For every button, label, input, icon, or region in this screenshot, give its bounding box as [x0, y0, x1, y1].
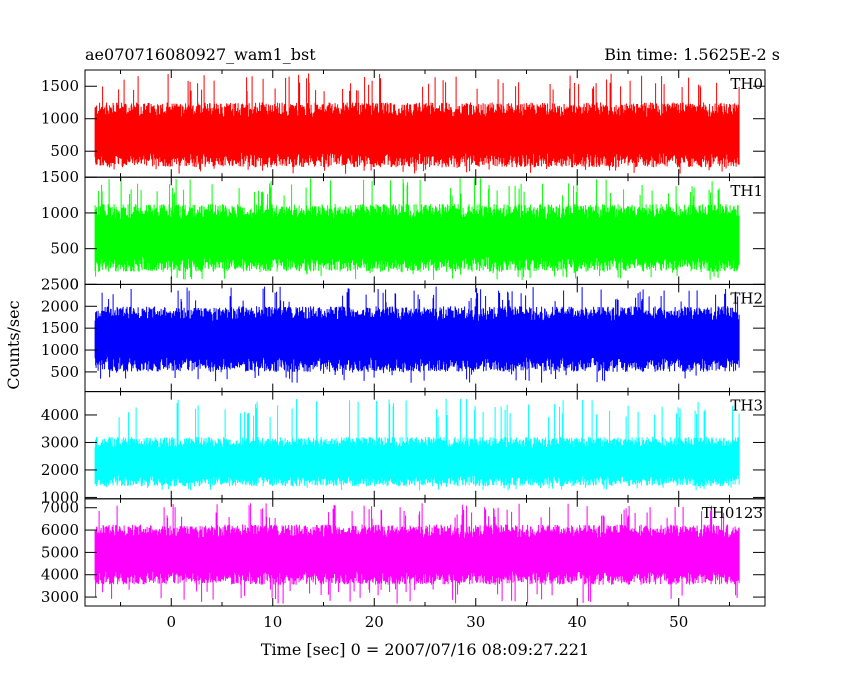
y-tick-label: 2000: [41, 461, 79, 479]
y-tick-label: 5000: [41, 543, 79, 561]
panel-label: TH0123: [702, 504, 763, 522]
x-tick-label: 30: [466, 613, 485, 631]
panel-th1: 0 500 1000 1500 TH1: [41, 168, 766, 293]
panel-label: TH1: [730, 182, 763, 200]
panel-th0: 500 1000 1500 TH0: [41, 69, 766, 178]
y-axis-label: Counts/sec: [4, 300, 23, 389]
panel-label: TH2: [730, 289, 763, 307]
x-tick-label: 20: [365, 613, 384, 631]
y-tick-label: 1000: [41, 110, 79, 128]
y-tick-label: 500: [50, 363, 79, 381]
x-tick-label: 0: [166, 613, 176, 631]
x-tick-label: 10: [263, 613, 282, 631]
y-tick-label: 1500: [41, 77, 79, 95]
panel-label: TH3: [730, 397, 763, 415]
y-tick-label: 4000: [41, 566, 79, 584]
y-tick-label: 4000: [41, 406, 79, 424]
y-tick-label: 1500: [41, 168, 79, 186]
x-axis-label: Time [sec] 0 = 2007/07/16 08:09:27.221: [261, 640, 589, 659]
y-tick-label: 3000: [41, 588, 79, 606]
series-trace-th3: [94, 398, 740, 491]
y-tick-label: 2500: [41, 275, 79, 293]
y-tick-label: 6000: [41, 521, 79, 539]
series-trace-th0: [94, 73, 740, 174]
y-tick-label: 2000: [41, 297, 79, 315]
y-tick-label: 500: [50, 142, 79, 160]
panel-th3: 1000 2000 3000 4000 TH3: [41, 391, 766, 506]
figure-title-left: ae070716080927_wam1_bst: [85, 45, 316, 64]
series-trace-th2: [94, 286, 740, 383]
y-tick-label: 500: [50, 240, 79, 258]
y-tick-label: 1000: [41, 341, 79, 359]
series-trace-th0123: [94, 503, 740, 604]
x-tick-label: 40: [568, 613, 587, 631]
y-tick-label: 0: [69, 275, 79, 293]
panel-th2: 500 1000 1500 2000 2500 TH2: [41, 275, 766, 393]
y-tick-label: 1000: [41, 204, 79, 222]
y-tick-label: 1500: [41, 319, 79, 337]
y-tick-label: 7000: [41, 499, 79, 517]
figure-title-right: Bin time: 1.5625E-2 s: [604, 45, 780, 64]
y-tick-label: 3000: [41, 433, 79, 451]
series-trace-th1: [94, 178, 740, 280]
panel-label: TH0: [730, 75, 763, 93]
panel-th0123: 3000 4000 5000 6000 7000 TH0123: [41, 498, 766, 607]
y-tick-label: 1000: [41, 488, 79, 506]
x-tick-label: 50: [669, 613, 688, 631]
